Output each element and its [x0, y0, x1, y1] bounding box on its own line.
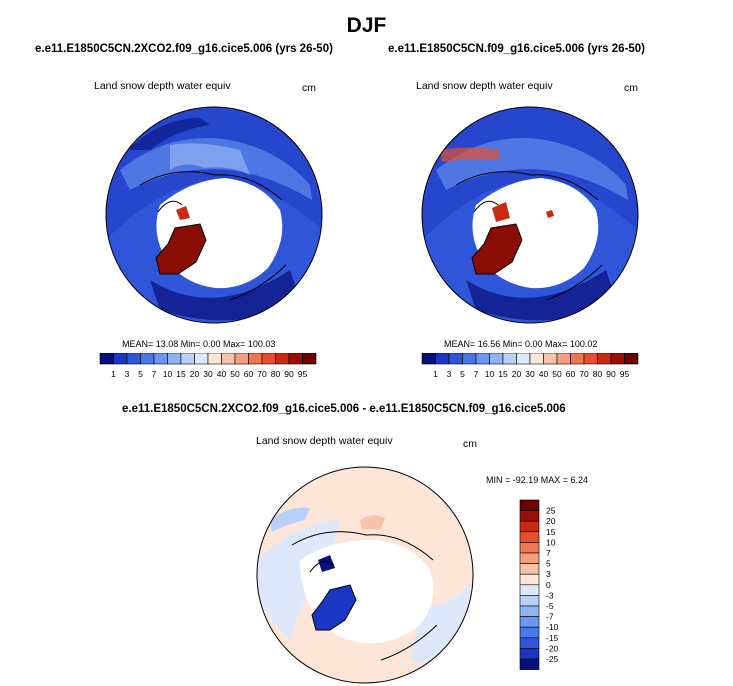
panel-3-map-border — [256, 466, 474, 684]
panel-2-colorbar-tick-label: 20 — [512, 369, 522, 379]
panel-3-colorbar-tick-label: 15 — [546, 527, 556, 537]
panel-2-colorbar-tick-label: 30 — [525, 369, 535, 379]
panel-3-colorbar-swatch — [519, 531, 540, 543]
panel-3-colorbar-tick-label: 7 — [546, 548, 551, 558]
panel-1-colorbar-tick-label: 60 — [244, 369, 254, 379]
figure-title: DJF — [346, 14, 387, 37]
panel-3-colorbar-tick-label: 25 — [546, 506, 556, 516]
panel-3-colorbar-swatch — [519, 648, 540, 660]
panel-1-colorbar-tick-label: 5 — [138, 369, 143, 379]
panel-2-map-field — [422, 107, 638, 323]
panel-1-map-field — [106, 107, 322, 323]
panel-3-colorbar-tick-label: 3 — [546, 569, 551, 579]
panel-2-variable-label: Land snow depth water equiv — [416, 80, 553, 92]
panel-2-colorbar-tick-label: 40 — [539, 369, 549, 379]
panel-1-colorbar-tick-label: 70 — [257, 369, 267, 379]
panel-3-colorbar-swatch — [519, 658, 540, 670]
panel-3-colorbar-swatch — [519, 542, 540, 554]
panel-1-colorbar-swatch — [302, 353, 317, 365]
panel-3-colorbar-tick-label: 0 — [546, 580, 551, 590]
panel-3-colorbar-tick-label: -20 — [546, 643, 559, 653]
panel-3-colorbar-swatch — [519, 499, 540, 511]
panel-2-title: e.e11.E1850C5CN.f09_g16.cice5.006 (yrs 2… — [388, 43, 646, 55]
panel-1-colorbar-tick-label: 40 — [217, 369, 227, 379]
panel-3-colorbar-swatch — [519, 595, 540, 607]
panel-2-colorbar-tick-label: 70 — [579, 369, 589, 379]
panel-3-colorbar-swatch — [519, 563, 540, 575]
panel-1-coastline — [139, 171, 287, 301]
panel-1-units: cm — [302, 82, 316, 94]
panel-2-colorbar-tick-label: 80 — [593, 369, 603, 379]
panel-1-colorbar-tick-label: 90 — [284, 369, 294, 379]
panel-3-variable-label: Land snow depth water equiv — [256, 435, 393, 447]
panel-2-colorbar-tick-label: 60 — [566, 369, 576, 379]
panel-3-colorbar-swatch — [519, 510, 540, 522]
panel-1-map-border — [105, 106, 323, 324]
panel-3-colorbar-tick-label: -3 — [546, 590, 554, 600]
panel-1-colorbar-tick-label: 80 — [271, 369, 281, 379]
panel-3-colorbar-tick-label: -25 — [546, 654, 559, 664]
panel-1-colorbar-tick-label: 3 — [125, 369, 130, 379]
panel-3-colorbar-swatch — [519, 573, 540, 586]
panel-2-map-border — [421, 106, 639, 324]
panel-2-colorbar-tick-label: 95 — [620, 369, 630, 379]
panel-1-colorbar-tick-label: 1 — [111, 369, 116, 379]
panel-1-colorbar-tick-label: 15 — [176, 369, 186, 379]
panel-1-colorbar-tick-label: 20 — [190, 369, 200, 379]
panel-3-colorbar-tick-label: 10 — [546, 537, 556, 547]
panel-3-colorbar-swatch — [519, 584, 540, 596]
panel-2-colorbar-swatch — [624, 353, 639, 365]
panel-3-colorbar-swatch — [519, 616, 540, 628]
panel-2-colorbar-tick-label: 7 — [474, 369, 479, 379]
panel-2-colorbar-tick-label: 15 — [498, 369, 508, 379]
panel-3-colorbar-swatch — [519, 637, 540, 649]
panel-1-colorbar-tick-label: 95 — [298, 369, 308, 379]
panel-1-colorbar-tick-label: 7 — [152, 369, 157, 379]
panel-2-colorbar-tick-label: 3 — [447, 369, 452, 379]
panel-3-title: e.e11.E1850C5CN.2XCO2.f09_g16.cice5.006 … — [122, 403, 566, 415]
panel-3-colorbar-tick-label: -15 — [546, 633, 559, 643]
panel-1-stats: MEAN= 13.08 Min= 0.00 Max= 100.03 — [122, 339, 276, 349]
panel-1-title: e.e11.E1850C5CN.2XCO2.f09_g16.cice5.006 … — [35, 43, 333, 55]
panel-2-stats: MEAN= 16.56 Min= 0.00 Max= 100.02 — [444, 339, 598, 349]
panel-2-coastline — [455, 171, 603, 301]
panel-2-units: cm — [624, 82, 638, 94]
panel-2-colorbar-tick-label: 50 — [552, 369, 562, 379]
panel-3-stats: MIN = -92.19 MAX = 6.24 — [486, 475, 589, 485]
panel-3-coastline — [291, 531, 438, 661]
panel-3-colorbar-swatch — [519, 552, 540, 564]
panel-2-colorbar-tick-label: 10 — [485, 369, 495, 379]
panel-3-map-field — [257, 467, 473, 683]
panel-3-colorbar-swatch — [519, 605, 540, 617]
panel-2-colorbar: 1 3 5 7 10 15 20 30 40 50 60 70 80 90 95 — [421, 353, 639, 379]
panel-1-colorbar-tick-label: 50 — [230, 369, 240, 379]
panel-2-colorbar-tick-label: 1 — [433, 369, 438, 379]
panel-3-units: cm — [463, 438, 477, 450]
panel-3-colorbar-tick-label: 5 — [546, 559, 551, 569]
panel-2-colorbar-tick-label: 5 — [460, 369, 465, 379]
panel-3-colorbar-tick-label: -10 — [546, 622, 559, 632]
panel-2-colorbar-tick-label: 90 — [606, 369, 616, 379]
panel-3-colorbar-tick-label: 20 — [546, 516, 556, 526]
panel-3-colorbar-tick-label: -5 — [546, 601, 554, 611]
panel-1-variable-label: Land snow depth water equiv — [94, 80, 231, 92]
panel-3-colorbar-swatch — [519, 626, 540, 639]
panel-1-colorbar-tick-label: 10 — [163, 369, 173, 379]
panel-3-colorbar-tick-label: -7 — [546, 612, 554, 622]
panel-1-colorbar-tick-label: 30 — [203, 369, 213, 379]
panel-3-colorbar-swatch — [519, 520, 540, 533]
panel-1-colorbar: 1 3 5 7 10 15 20 30 40 50 60 70 80 90 95 — [99, 353, 317, 379]
